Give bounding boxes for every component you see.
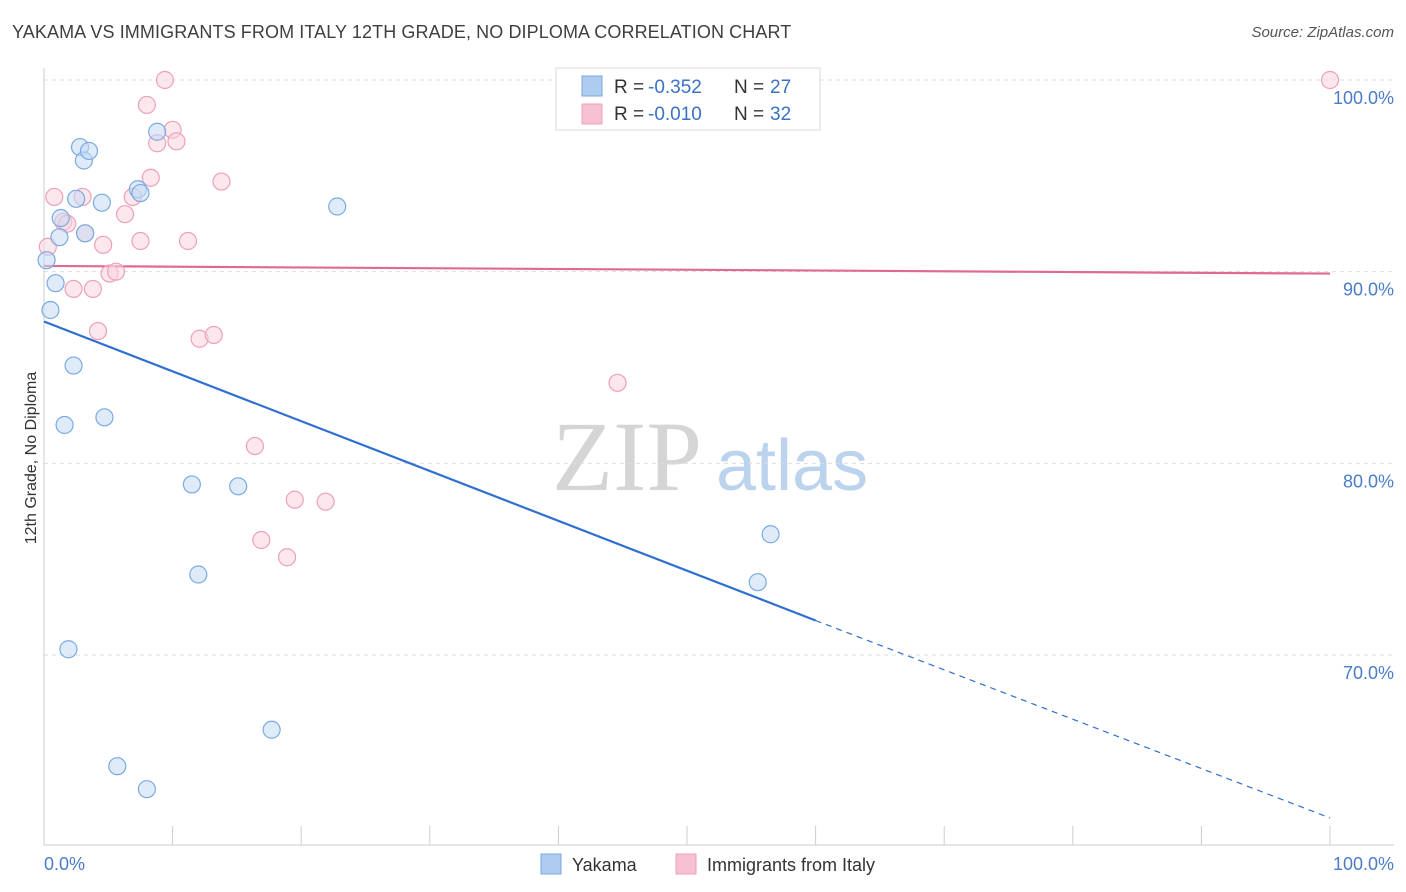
watermark-atlas: atlas <box>716 426 868 506</box>
italy-point-28 <box>285 490 304 509</box>
italy-point-7 <box>83 279 102 299</box>
italy-point-11 <box>106 262 126 281</box>
legend-n-value-italy: 32 <box>770 104 791 125</box>
gridlines <box>44 79 1394 656</box>
italy-point-8 <box>88 321 108 341</box>
yakama-point-23 <box>262 720 281 739</box>
data-points <box>37 70 1340 799</box>
yakama-point-20 <box>182 475 201 494</box>
chart-source: Source: ZipAtlas.com <box>1251 24 1394 41</box>
yakama-point-6 <box>59 640 78 659</box>
yakama-point-8 <box>67 189 86 208</box>
yakama-point-17 <box>131 183 150 203</box>
italy-point-25 <box>245 436 265 456</box>
yakama-point-26 <box>761 525 780 544</box>
italy-point-23 <box>204 325 223 345</box>
trend-line-yakama <box>43 320 816 622</box>
yakama-point-7 <box>64 356 83 375</box>
yakama-point-11 <box>76 224 95 243</box>
italy-point-29 <box>316 492 335 511</box>
series-legend-swatch-italy <box>675 853 697 875</box>
trend-line-extension-yakama <box>815 619 1331 819</box>
italy-point-9 <box>94 235 113 254</box>
yakama-point-21 <box>189 565 208 584</box>
yakama-point-12 <box>79 141 99 161</box>
legend-r-label-1: R = <box>614 77 644 98</box>
yakama-point-5 <box>55 415 74 435</box>
legend-n-label-2: N = <box>734 104 764 125</box>
trend-line-italy <box>43 264 1331 275</box>
y-tick-label-70: 70.0% <box>1343 663 1394 683</box>
italy-point-1 <box>45 187 64 207</box>
series-legend-swatch-yakama <box>540 853 562 875</box>
yakama-point-4 <box>51 208 70 228</box>
yakama-point-1 <box>41 300 60 320</box>
x-tick-label-max: 100.0% <box>1333 854 1394 874</box>
italy-point-14 <box>131 231 150 251</box>
yakama-point-0 <box>37 251 56 270</box>
trend-lines <box>43 264 1331 819</box>
italy-point-4 <box>64 279 83 299</box>
legend-swatch-yakama <box>581 75 603 97</box>
yakama-point-14 <box>95 408 114 427</box>
legend-n-value-yakama: 27 <box>770 77 791 98</box>
italy-point-18 <box>155 70 174 90</box>
x-ticks <box>43 826 1331 845</box>
yakama-point-15 <box>108 757 127 776</box>
italy-point-20 <box>167 132 186 151</box>
yakama-point-13 <box>92 193 111 212</box>
axes <box>43 68 1394 846</box>
italy-point-15 <box>137 95 156 115</box>
watermark-zip: ZIP <box>552 401 702 512</box>
x-tick-label-min: 0.0% <box>44 854 85 874</box>
stats-legend: R = -0.352 N = 27 R = -0.010 N = 32 <box>555 67 821 131</box>
yakama-point-22 <box>229 477 248 496</box>
legend-n-label-1: N = <box>734 77 764 98</box>
series-legend-label-italy: Immigrants from Italy <box>707 855 875 875</box>
legend-r-value-yakama: -0.352 <box>648 77 702 98</box>
italy-point-24 <box>212 172 231 191</box>
italy-point-12 <box>115 205 135 224</box>
yakama-point-24 <box>328 197 347 216</box>
yakama-point-2 <box>46 274 65 293</box>
yakama-point-19 <box>148 122 167 141</box>
italy-point-16 <box>141 168 160 187</box>
italy-point-26 <box>252 530 271 550</box>
y-tick-labels: 100.0% 90.0% 80.0% 70.0% <box>1333 88 1394 683</box>
y-tick-label-80: 80.0% <box>1343 471 1394 491</box>
y-axis-label: 12th Grade, No Diploma <box>23 372 40 545</box>
series-legend: Yakama Immigrants from Italy <box>540 853 875 875</box>
y-tick-label-100: 100.0% <box>1333 88 1394 108</box>
yakama-point-25 <box>748 573 767 592</box>
y-tick-label-90: 90.0% <box>1343 280 1394 300</box>
series-legend-label-yakama: Yakama <box>572 855 638 875</box>
yakama-point-18 <box>137 780 156 799</box>
italy-point-31 <box>1320 70 1340 90</box>
legend-swatch-italy <box>581 103 603 125</box>
italy-point-30 <box>608 373 627 392</box>
chart-title: YAKAMA VS IMMIGRANTS FROM ITALY 12TH GRA… <box>12 22 792 42</box>
italy-point-21 <box>178 231 198 251</box>
italy-point-27 <box>277 548 297 567</box>
yakama-point-3 <box>50 228 69 247</box>
legend-r-value-italy: -0.010 <box>648 104 702 125</box>
legend-r-label-2: R = <box>614 104 644 125</box>
